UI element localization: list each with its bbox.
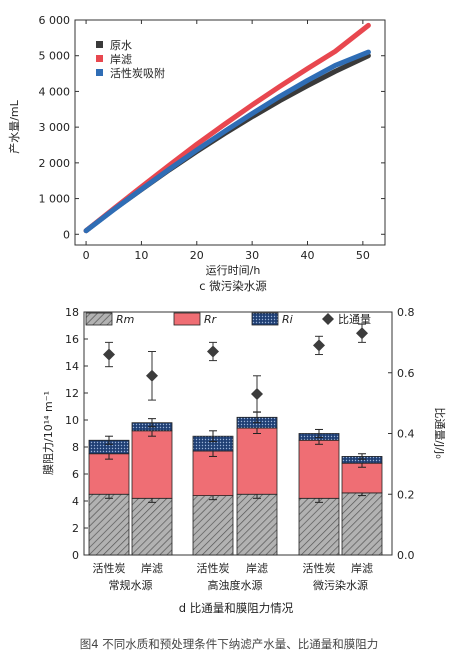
y-tick-label-left: 6: [72, 468, 79, 481]
chart-d-ylabel-left: 膜阻力/10¹⁴ m⁻¹: [42, 391, 55, 475]
y-tick-label-left: 8: [72, 441, 79, 454]
legend-swatch: [251, 312, 279, 326]
bar-segment-Rm: [236, 493, 278, 556]
y-tick-label-left: 12: [65, 387, 79, 400]
bar-segment-Rm: [341, 492, 383, 556]
chart-c-axes: 0 10 20 30 40 50 0 1 000 2 000 3 000 4 000 5 000 6 0…: [39, 14, 386, 262]
category-label: 活性炭: [93, 561, 126, 575]
bar-segment-Rm: [298, 497, 340, 556]
y-tick-label: 3 000: [39, 121, 71, 134]
y-tick-label-left: 0: [72, 549, 79, 562]
legend-swatch: [96, 55, 103, 62]
x-tick-label: 10: [134, 249, 148, 262]
figure-caption: 图4 不同水质和预处理条件下纳滤产水量、比通量和膜阻力: [80, 637, 378, 651]
legend-label: Rm: [116, 313, 134, 326]
category-label: 活性炭: [197, 561, 230, 575]
water-production-chart: 0 10 20 30 40 50 0 1 000 2 000 3 000 4 000 5 000 6 0…: [7, 14, 386, 293]
bar-segment-Rr: [131, 430, 173, 499]
legend-label: Ri: [282, 313, 293, 326]
y-tick-label-right: 0.8: [397, 306, 415, 319]
legend-swatch: [173, 312, 201, 326]
legend-label: Rr: [204, 313, 218, 326]
chart-c-ylabel: 产水量/mL: [7, 99, 21, 153]
bar-segment-Rr: [298, 439, 340, 499]
x-tick-label: 40: [301, 249, 315, 262]
y-tick-label: 1 000: [39, 193, 71, 206]
y-tick-label-left: 4: [72, 495, 79, 508]
legend-swatch: [85, 312, 113, 326]
flux-point: [356, 327, 368, 340]
y-tick-label-left: 18: [65, 306, 79, 319]
legend-swatch: [96, 41, 103, 48]
chart-d-bars: [88, 411, 383, 556]
flux-point: [313, 339, 325, 352]
bar-segment-Rr: [192, 450, 234, 496]
chart-c-lines: [83, 22, 371, 234]
y-tick-label-right: 0.4: [397, 428, 415, 441]
membrane-resistance-chart: 0 2 4 6 8 10 12 14 16 18 0.0 0.2 0.4 0.6 0.8 Rm Rr Ri 比通量…: [42, 306, 446, 615]
category-label: 活性炭: [303, 561, 336, 575]
y-tick-label-right: 0.6: [397, 367, 415, 380]
y-tick-label: 6 000: [39, 14, 71, 27]
chart-c-title: c 微污染水源: [199, 279, 267, 293]
bar-segment-Rr: [236, 427, 278, 495]
chart-d-specific-flux: [103, 323, 368, 413]
y-tick-label-left: 16: [65, 333, 79, 346]
y-tick-label-right: 0.0: [397, 549, 415, 562]
y-tick-label-right: 0.2: [397, 488, 415, 501]
category-label: 岸滤: [246, 562, 268, 575]
chart-c-frame: [74, 19, 386, 246]
x-tick-label: 0: [83, 249, 90, 262]
legend-diamond: [322, 313, 334, 325]
x-tick-label: 30: [245, 249, 259, 262]
y-tick-label: 4 000: [39, 85, 71, 98]
bar-segment-Rr: [88, 453, 130, 495]
chart-d-legend: Rm Rr Ri 比通量: [85, 312, 371, 326]
legend-label: 比通量: [338, 313, 371, 326]
bar-segment-Rm: [88, 493, 130, 556]
y-tick-label-left: 14: [65, 360, 79, 373]
bar-segment-Rm: [192, 495, 234, 556]
group-label: 微污染水源: [313, 578, 368, 592]
chart-c-xlabel: 运行时间/h: [206, 264, 261, 277]
flux-point: [146, 369, 158, 382]
x-tick-label: 50: [356, 249, 370, 262]
legend-label: 岸滤: [110, 53, 132, 66]
bar-segment-Rm: [131, 497, 173, 556]
legend-label: 活性炭吸附: [110, 66, 165, 80]
group-label: 常规水源: [109, 578, 153, 592]
flux-point: [207, 345, 219, 358]
y-tick-label-left: 2: [72, 522, 79, 535]
y-tick-label: 5 000: [39, 50, 71, 63]
x-tick-label: 20: [190, 249, 204, 262]
flux-point: [103, 348, 115, 361]
chart-d-title: d 比通量和膜阻力情况: [179, 601, 294, 615]
legend-swatch: [96, 69, 103, 76]
legend-label: 原水: [110, 39, 132, 52]
chart-d-ylabel-right: 比通量/J/J₀: [433, 407, 446, 459]
y-tick-label: 0: [63, 228, 70, 241]
category-label: 岸滤: [351, 562, 373, 575]
category-label: 岸滤: [141, 562, 163, 575]
series-line: [83, 49, 371, 234]
series-line: [83, 53, 371, 234]
group-label: 高浊度水源: [208, 578, 263, 592]
y-tick-label-left: 10: [65, 414, 79, 427]
bar-segment-Rr: [341, 462, 383, 494]
y-tick-label: 2 000: [39, 157, 71, 170]
flux-point: [251, 388, 263, 401]
